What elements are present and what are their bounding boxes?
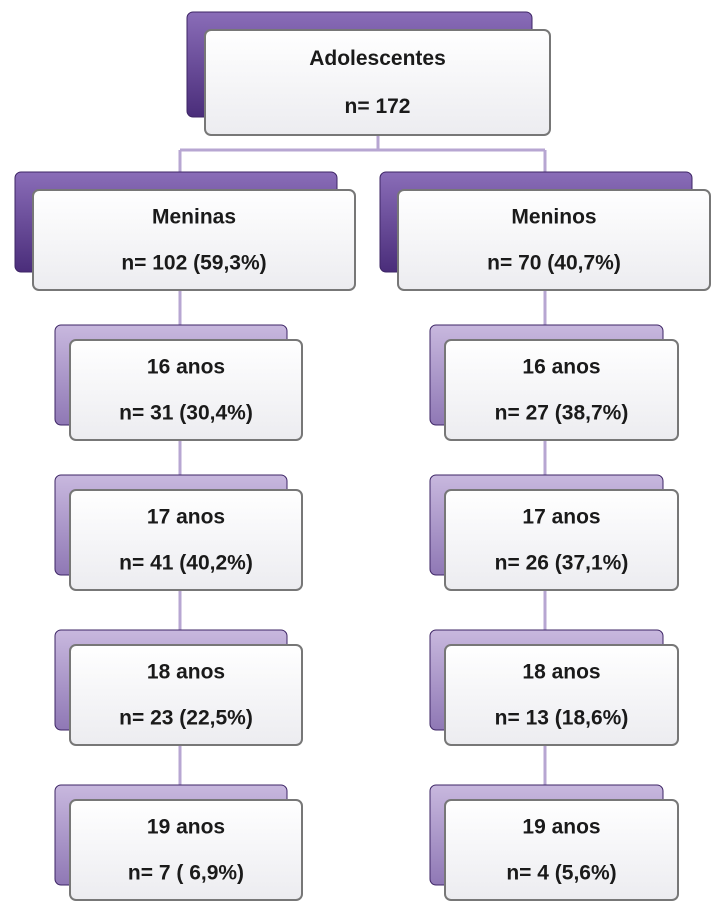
box [69, 489, 303, 591]
box-count: n= 26 (37,1%) [495, 552, 629, 575]
box [444, 339, 679, 441]
box-label: 19 anos [522, 816, 600, 839]
box-count: n= 23 (22,5%) [119, 707, 253, 730]
box-label: 18 anos [522, 661, 600, 684]
box-label: 17 anos [522, 506, 600, 529]
box-label: Adolescentes [309, 47, 446, 70]
box [444, 799, 679, 901]
box-label: 19 anos [147, 816, 225, 839]
box-count: n= 41 (40,2%) [119, 552, 253, 575]
box-label: Meninos [511, 206, 596, 229]
box-count: n= 13 (18,6%) [495, 707, 629, 730]
box-label: 17 anos [147, 506, 225, 529]
box-label: 18 anos [147, 661, 225, 684]
box-label: Meninas [152, 206, 236, 229]
box-count: n= 172 [345, 95, 411, 118]
box [444, 489, 679, 591]
box [69, 339, 303, 441]
box-count: n= 27 (38,7%) [495, 402, 629, 425]
box-count: n= 70 (40,7%) [487, 252, 621, 275]
box-label: 16 anos [522, 356, 600, 379]
box-count: n= 7 ( 6,9%) [128, 862, 244, 885]
box [69, 799, 303, 901]
box [69, 644, 303, 746]
box-count: n= 102 (59,3%) [121, 252, 266, 275]
box-count: n= 4 (5,6%) [506, 862, 616, 885]
box [397, 189, 711, 291]
box [444, 644, 679, 746]
box-label: 16 anos [147, 356, 225, 379]
box [32, 189, 356, 291]
box [204, 29, 551, 136]
box-count: n= 31 (30,4%) [119, 402, 253, 425]
